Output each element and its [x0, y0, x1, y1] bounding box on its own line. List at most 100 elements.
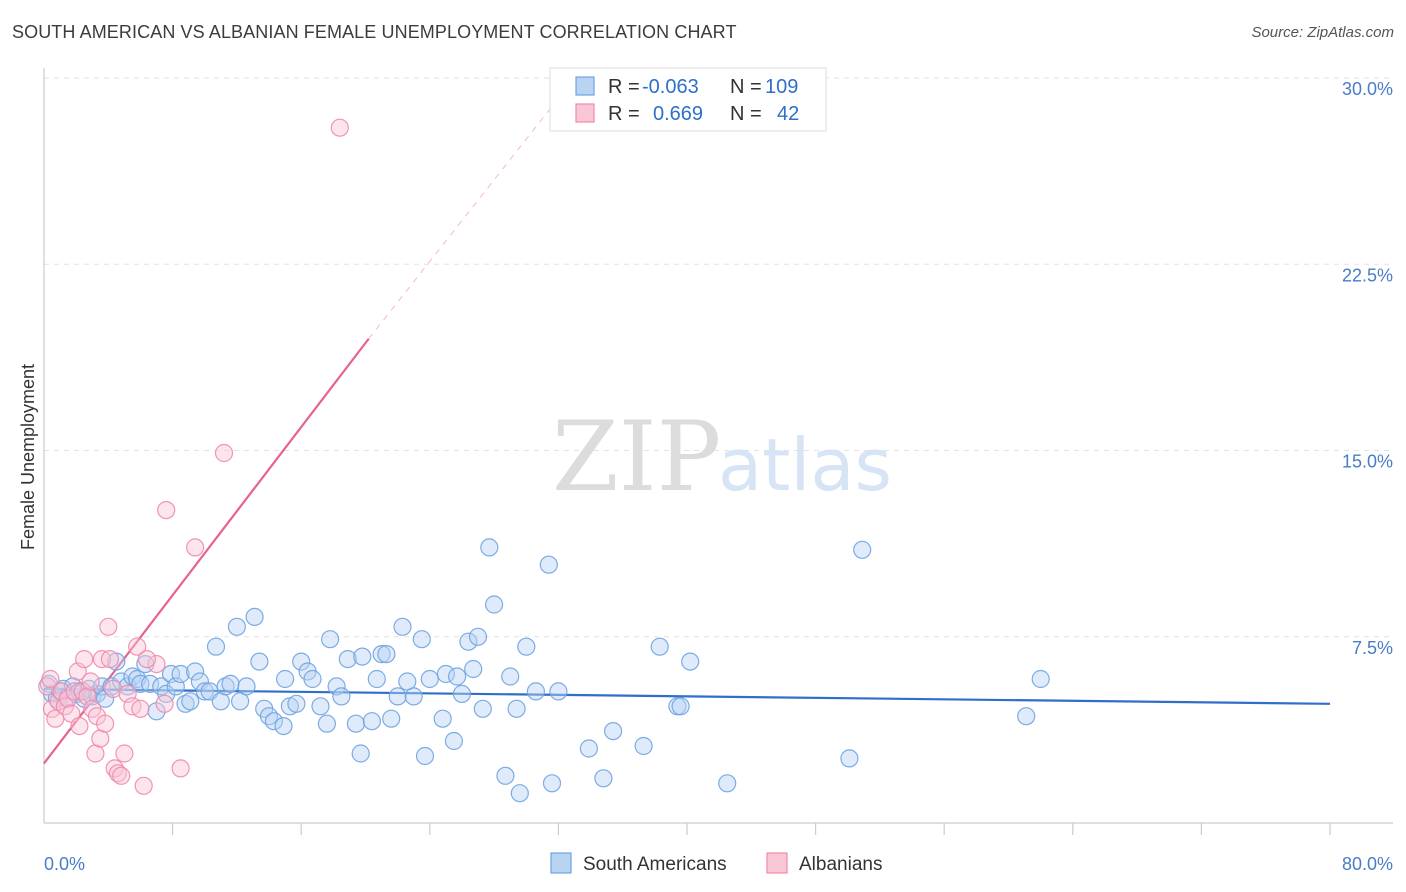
point-albanians-41: [137, 649, 156, 669]
point-albanians-39: [330, 118, 349, 137]
y-axis-label: Female Unemployment: [18, 364, 38, 550]
point-south-americans-76: [433, 709, 452, 728]
point-south-americans-97: [594, 769, 613, 788]
point-south-americans-61: [346, 714, 365, 733]
point-south-americans-65: [367, 669, 386, 689]
point-albanians-31: [128, 637, 147, 656]
data-points: [38, 118, 1050, 803]
point-south-americans-85: [480, 538, 499, 557]
point-albanians-38: [214, 443, 234, 463]
point-south-americans-64: [362, 712, 381, 731]
legend-swatch-south-americans: [575, 76, 595, 96]
y-tick-label-1: 15.0%: [1342, 452, 1393, 472]
point-south-americans-69: [388, 687, 407, 706]
point-south-americans-23: [141, 674, 160, 694]
watermark-atlas: atlas: [718, 423, 892, 507]
point-albanians-34: [147, 654, 166, 674]
point-albanians-35: [155, 694, 174, 713]
point-albanians-23: [100, 649, 120, 669]
point-south-americans-79: [448, 667, 467, 686]
point-albanians-26: [108, 764, 128, 783]
point-albanians-36: [171, 759, 190, 778]
bottom-legend-swatch-albanians: [766, 852, 788, 874]
point-south-americans-103: [681, 652, 700, 671]
point-albanians-33: [134, 776, 153, 795]
point-south-americans-47: [264, 712, 283, 731]
point-south-americans-40: [227, 617, 246, 636]
point-albanians-21: [95, 714, 115, 733]
point-albanians-32: [131, 699, 150, 718]
point-albanians-40: [157, 501, 176, 520]
point-south-americans-93: [539, 555, 558, 574]
point-south-americans-39: [221, 674, 240, 694]
legend-n-value-2: 42: [777, 103, 799, 125]
point-south-americans-89: [507, 699, 526, 718]
legend-n-label-2: N =: [730, 103, 762, 125]
point-south-americans-58: [327, 677, 346, 696]
point-albanians-11: [70, 716, 89, 736]
point-south-americans-60: [338, 649, 357, 669]
point-south-americans-44: [250, 652, 269, 671]
point-south-americans-91: [517, 637, 536, 656]
point-albanians-24: [103, 679, 123, 699]
legend-n-label-1: N =: [730, 76, 762, 98]
bottom-legend: South Americans Albanians: [550, 852, 882, 875]
point-south-americans-73: [412, 630, 431, 649]
point-south-americans-72: [404, 687, 423, 706]
point-south-americans-46: [259, 707, 279, 726]
point-albanians-13: [75, 649, 94, 669]
gridlines: [44, 77, 1393, 638]
legend-r-value-1: -0.063: [642, 76, 699, 98]
point-south-americans-102: [671, 697, 690, 716]
point-south-americans-56: [317, 714, 336, 733]
point-albanians-25: [105, 759, 124, 778]
trend-line-south-americans: [43, 687, 1331, 705]
legend-r-value-2: 0.669: [653, 103, 703, 125]
point-south-americans-32: [186, 662, 205, 681]
bottom-legend-swatch-south-americans: [550, 852, 572, 874]
point-south-americans-66: [372, 644, 391, 664]
point-south-americans-84: [473, 699, 492, 718]
trend-line-extension-albanians: [368, 77, 575, 340]
x-tick-label-max: 80.0%: [1342, 854, 1393, 874]
point-south-americans-90: [510, 784, 529, 803]
legend: R = -0.063 N = 109 R = 0.669 N = 42: [549, 67, 827, 132]
point-south-americans-62: [353, 647, 372, 666]
point-south-americans-88: [501, 667, 520, 686]
point-south-americans-87: [496, 766, 515, 785]
y-tick-labels: 7.5% 15.0% 22.5% 30.0%: [1342, 79, 1393, 658]
point-south-americans-100: [650, 637, 669, 656]
trend-lines: [43, 77, 1331, 765]
point-south-americans-33: [190, 672, 209, 691]
point-albanians-15: [81, 672, 100, 691]
chart-title: SOUTH AMERICAN VS ALBANIAN FEMALE UNEMPL…: [12, 22, 737, 42]
point-south-americans-92: [526, 682, 546, 701]
y-tick-label-0: 7.5%: [1352, 638, 1393, 658]
point-south-americans-86: [485, 595, 504, 614]
point-south-americans-43: [245, 607, 264, 627]
point-south-americans-81: [459, 632, 478, 651]
source-label: Source: ZipAtlas.com: [1251, 24, 1394, 41]
point-south-americans-70: [393, 617, 412, 636]
legend-r-label-1: R =: [608, 76, 640, 98]
point-albanians-37: [186, 538, 205, 557]
point-south-americans-104: [718, 774, 737, 793]
point-south-americans-31: [181, 692, 200, 711]
x-tick-label-min: 0.0%: [44, 854, 85, 874]
point-south-americans-34: [195, 682, 214, 701]
point-south-americans-63: [351, 744, 370, 763]
point-south-americans-107: [1017, 707, 1036, 726]
legend-box: [549, 67, 827, 132]
point-south-americans-105: [840, 749, 859, 768]
point-south-americans-75: [420, 669, 439, 689]
point-south-americans-96: [579, 739, 599, 758]
bottom-legend-label-albanians: Albanians: [799, 854, 882, 875]
point-albanians-5: [52, 682, 71, 701]
y-tick-label-3: 30.0%: [1342, 79, 1393, 99]
point-south-americans-50: [276, 669, 295, 689]
legend-swatch-albanians: [575, 103, 595, 123]
point-south-americans-51: [287, 694, 306, 713]
point-south-americans-108: [1031, 669, 1050, 689]
point-south-americans-52: [292, 652, 311, 671]
